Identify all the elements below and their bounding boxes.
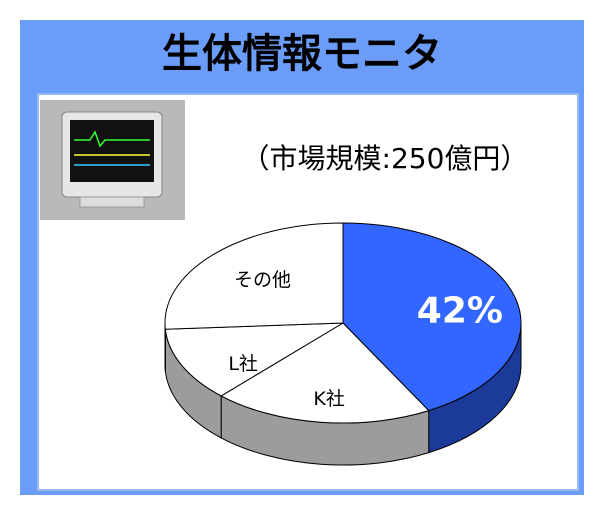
chart-title: 生体情報モニタ bbox=[162, 31, 442, 77]
monitor-photo bbox=[40, 100, 185, 220]
chart-subtitle: （市場規模:250億円） bbox=[242, 142, 529, 175]
value-label: 42% bbox=[417, 291, 503, 332]
slice-label: その他 bbox=[234, 269, 291, 291]
pie: 42% K社 L社 その他 bbox=[165, 223, 521, 465]
slice-label: K社 bbox=[313, 388, 344, 410]
slice-label: L社 bbox=[228, 353, 258, 375]
